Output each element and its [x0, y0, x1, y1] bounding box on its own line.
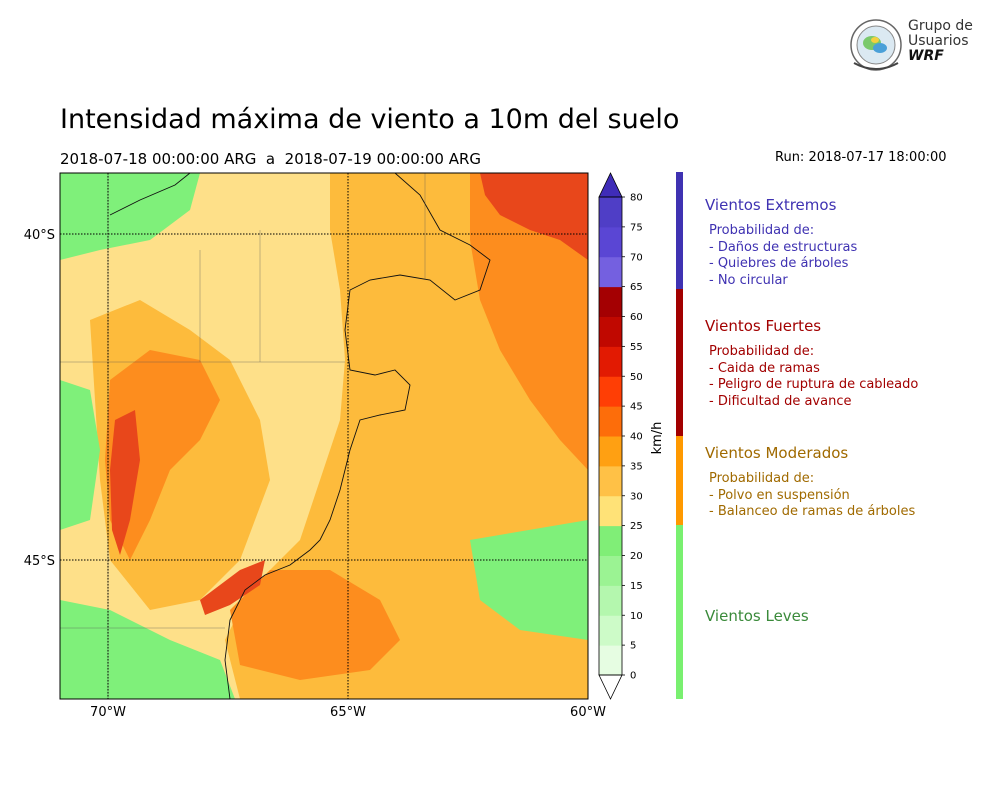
colorbar-tick-label: 80: [630, 193, 643, 204]
legend-band-moderate: [676, 436, 683, 525]
colorbar-segment: [599, 645, 622, 676]
colorbar-segment: [599, 286, 622, 317]
legend-strong-lines: Probabilidad de: - Caida de ramas - Peligr…: [709, 344, 918, 410]
map-frame: [59, 172, 589, 700]
strong-wind-south: [230, 570, 400, 680]
run-time: Run: 2018-07-17 18:00:00: [775, 150, 947, 165]
graticule: [60, 173, 588, 699]
colorbar-segment: [599, 465, 622, 497]
lat-label-45s: 45°S: [24, 554, 55, 569]
colorbar-segment: [599, 585, 622, 616]
legend-strong-line: - Peligro de ruptura de cableado: [709, 377, 919, 392]
colorbar-unit: km/h: [650, 422, 665, 455]
legend-moderate-line: - Polvo en suspensión: [709, 487, 850, 503]
legend-strong-line: Probabilidad de:: [709, 344, 815, 359]
colorbar-tick-label: 10: [630, 611, 643, 622]
colorbar-tick-label: 25: [630, 521, 643, 532]
legend-extreme: Vientos Extremos Probabilidad de: - Daños…: [705, 196, 857, 289]
legend-light: Vientos Leves: [705, 607, 809, 625]
colorbar-segment: [599, 436, 622, 467]
legend-extreme-lines: Probabilidad de: - Daños de estructuras - …: [709, 223, 857, 289]
colorbar-tick-label: 50: [630, 372, 643, 383]
valid-period: 2018-07-18 00:00:00 ARG a 2018-07-19 00:…: [60, 150, 482, 168]
colorbar-tick-label: 70: [630, 252, 643, 263]
colorbar-tick-label: 20: [630, 551, 643, 562]
extreme-wind-streak-south: [200, 560, 265, 615]
legend-extreme-line: - Quiebres de árboles: [709, 256, 849, 271]
colorbar-segment: [599, 197, 622, 228]
colorbar-tick-label: 60: [630, 312, 643, 323]
wrf-group-logo: Grupo de Usuarios WRF: [848, 17, 978, 73]
colorbar-segment: [599, 555, 622, 586]
legend-extreme-line: - Daños de estructuras: [709, 239, 858, 255]
colorbar-segment: [599, 376, 622, 407]
coastline: [109, 173, 491, 699]
colorbar-tick-label: 40: [630, 432, 643, 443]
logo-line-3: WRF: [908, 48, 944, 64]
lon-label-70w: 70°W: [90, 705, 126, 720]
extreme-wind-area: [480, 173, 588, 260]
legend-strong: Vientos Fuertes Probabilidad de: - Caida …: [705, 317, 918, 410]
lat-label-40s: 40°S: [24, 228, 55, 243]
wind-field: [60, 173, 588, 699]
legend-band-light: [676, 525, 683, 699]
colorbar-tick-label: 15: [630, 581, 643, 592]
logo-line-2: Usuarios: [908, 33, 969, 49]
colorbar-segment: [599, 495, 622, 527]
colorbar-tick-label: 35: [630, 461, 643, 472]
page-title: Intensidad máxima de viento a 10m del su…: [60, 104, 680, 135]
colorbar: 0 5 10 15 20 25 30 35 40 45 50 55 60 65 70 75 80: [598, 172, 643, 700]
lon-label-65w: 65°W: [330, 705, 366, 720]
legend-moderate-lines: Probabilidad de: - Polvo en suspensión - B…: [709, 471, 915, 521]
light-wind-area-southeast: [470, 520, 588, 640]
legend-light-title: Vientos Leves: [705, 607, 809, 625]
colorbar-segment: [599, 525, 622, 556]
wind-category-legend: Vientos Extremos Probabilidad de: - Daños…: [676, 172, 996, 699]
legend-moderate-title: Vientos Moderados: [705, 444, 849, 462]
colorbar-over-arrow: [598, 172, 623, 198]
legend-strong-title: Vientos Fuertes: [705, 317, 822, 335]
colorbar-tick-label: 5: [630, 641, 636, 652]
legend-moderate-line: Probabilidad de:: [709, 471, 815, 486]
globe-seal-icon: [850, 19, 902, 71]
extreme-wind-streak: [110, 410, 140, 555]
legend-extreme-line: Probabilidad de:: [709, 223, 815, 238]
strong-wind-area: [470, 173, 588, 470]
legend-band-extreme: [676, 172, 683, 289]
lon-label-60w: 60°W: [570, 705, 606, 720]
colorbar-tick-label: 0: [630, 671, 636, 682]
legend-extreme-title: Vientos Extremos: [705, 196, 837, 214]
legend-band-strong: [676, 289, 683, 436]
logo-line-1: Grupo de: [908, 18, 973, 34]
colorbar-under-arrow: [598, 674, 623, 700]
legend-moderate-line: - Balanceo de ramas de árboles: [709, 504, 916, 519]
legend-strong-line: - Dificultad de avance: [709, 393, 852, 409]
legend-extreme-line: - No circular: [709, 272, 788, 288]
colorbar-segment: [599, 316, 622, 347]
colorbar-tick-label: 65: [630, 282, 643, 293]
colorbar-tick-label: 45: [630, 402, 643, 413]
legend-moderate: Vientos Moderados Probabilidad de: - Polv…: [705, 444, 915, 521]
colorbar-segment: [599, 615, 622, 646]
colorbar-tick-label: 30: [630, 491, 643, 502]
legend-strong-line: - Caida de ramas: [709, 360, 820, 376]
colorbar-segment: [599, 406, 622, 437]
light-wind-area-north: [60, 173, 200, 260]
strong-wind-ridge: [105, 350, 220, 560]
colorbar-tick-label: 75: [630, 222, 643, 233]
colorbar-tick-label: 55: [630, 342, 643, 353]
light-wind-area-west: [60, 380, 100, 530]
colorbar-segment: [599, 226, 622, 258]
light-wind-area-south: [60, 600, 235, 699]
colorbar-segment: [599, 346, 622, 377]
colorbar-segment: [599, 256, 622, 288]
